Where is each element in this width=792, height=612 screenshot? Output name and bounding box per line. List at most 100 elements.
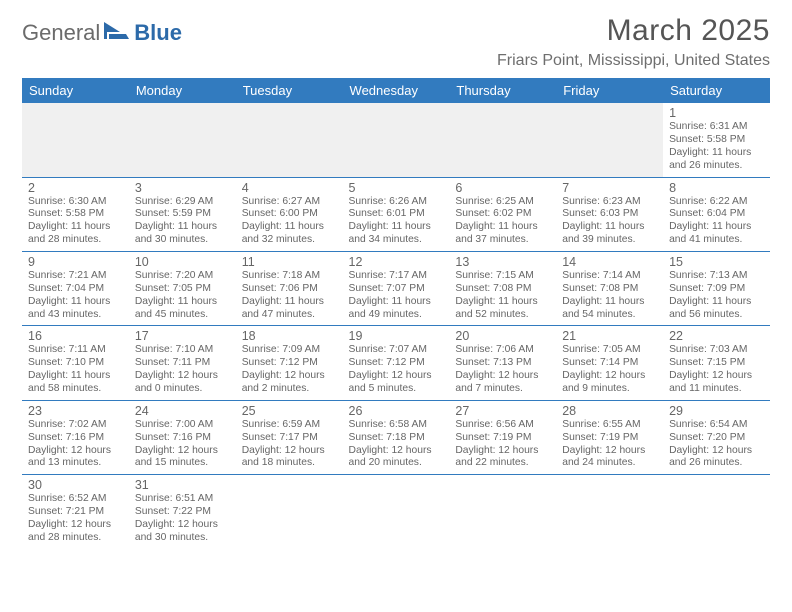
day-number: 9	[28, 255, 123, 269]
daylight-text: Daylight: 11 hours and 49 minutes.	[349, 296, 444, 322]
calendar-cell	[449, 475, 556, 549]
day-details: Sunrise: 7:11 AMSunset: 7:10 PMDaylight:…	[28, 344, 123, 395]
calendar-cell: 1Sunrise: 6:31 AMSunset: 5:58 PMDaylight…	[663, 103, 770, 177]
day-details: Sunrise: 6:55 AMSunset: 7:19 PMDaylight:…	[562, 419, 657, 470]
sunset-text: Sunset: 7:04 PM	[28, 283, 123, 296]
day-details: Sunrise: 7:09 AMSunset: 7:12 PMDaylight:…	[242, 344, 337, 395]
calendar-cell: 25Sunrise: 6:59 AMSunset: 7:17 PMDayligh…	[236, 400, 343, 474]
sunrise-text: Sunrise: 7:05 AM	[562, 344, 657, 357]
day-details: Sunrise: 6:54 AMSunset: 7:20 PMDaylight:…	[669, 419, 764, 470]
daylight-text: Daylight: 11 hours and 45 minutes.	[135, 296, 230, 322]
day-details: Sunrise: 7:03 AMSunset: 7:15 PMDaylight:…	[669, 344, 764, 395]
daylight-text: Daylight: 12 hours and 7 minutes.	[455, 370, 550, 396]
sunrise-text: Sunrise: 6:54 AM	[669, 419, 764, 432]
day-details: Sunrise: 6:51 AMSunset: 7:22 PMDaylight:…	[135, 493, 230, 544]
daylight-text: Daylight: 11 hours and 56 minutes.	[669, 296, 764, 322]
daylight-text: Daylight: 12 hours and 18 minutes.	[242, 445, 337, 471]
calendar-cell: 20Sunrise: 7:06 AMSunset: 7:13 PMDayligh…	[449, 326, 556, 400]
day-details: Sunrise: 7:13 AMSunset: 7:09 PMDaylight:…	[669, 270, 764, 321]
weekday-header: Tuesday	[236, 78, 343, 103]
day-number: 19	[349, 329, 444, 343]
calendar-cell	[236, 103, 343, 177]
sunset-text: Sunset: 7:06 PM	[242, 283, 337, 296]
daylight-text: Daylight: 12 hours and 24 minutes.	[562, 445, 657, 471]
sunrise-text: Sunrise: 7:14 AM	[562, 270, 657, 283]
sunset-text: Sunset: 7:16 PM	[135, 432, 230, 445]
daylight-text: Daylight: 11 hours and 39 minutes.	[562, 221, 657, 247]
calendar-cell: 23Sunrise: 7:02 AMSunset: 7:16 PMDayligh…	[22, 400, 129, 474]
day-details: Sunrise: 6:30 AMSunset: 5:58 PMDaylight:…	[28, 196, 123, 247]
daylight-text: Daylight: 11 hours and 47 minutes.	[242, 296, 337, 322]
day-details: Sunrise: 7:14 AMSunset: 7:08 PMDaylight:…	[562, 270, 657, 321]
day-number: 8	[669, 181, 764, 195]
sunset-text: Sunset: 7:18 PM	[349, 432, 444, 445]
brand-part2: Blue	[134, 20, 182, 46]
day-details: Sunrise: 6:52 AMSunset: 7:21 PMDaylight:…	[28, 493, 123, 544]
day-number: 26	[349, 404, 444, 418]
flag-icon	[102, 20, 132, 46]
day-number: 12	[349, 255, 444, 269]
day-details: Sunrise: 6:56 AMSunset: 7:19 PMDaylight:…	[455, 419, 550, 470]
daylight-text: Daylight: 12 hours and 2 minutes.	[242, 370, 337, 396]
sunrise-text: Sunrise: 6:30 AM	[28, 196, 123, 209]
day-details: Sunrise: 6:22 AMSunset: 6:04 PMDaylight:…	[669, 196, 764, 247]
title-block: March 2025 Friars Point, Mississippi, Un…	[497, 14, 770, 70]
day-number: 27	[455, 404, 550, 418]
day-number: 15	[669, 255, 764, 269]
calendar-row: 30Sunrise: 6:52 AMSunset: 7:21 PMDayligh…	[22, 475, 770, 549]
sunset-text: Sunset: 7:17 PM	[242, 432, 337, 445]
day-details: Sunrise: 6:23 AMSunset: 6:03 PMDaylight:…	[562, 196, 657, 247]
calendar-cell: 7Sunrise: 6:23 AMSunset: 6:03 PMDaylight…	[556, 177, 663, 251]
calendar-row: 23Sunrise: 7:02 AMSunset: 7:16 PMDayligh…	[22, 400, 770, 474]
day-number: 20	[455, 329, 550, 343]
brand-part1: General	[22, 20, 100, 46]
daylight-text: Daylight: 11 hours and 37 minutes.	[455, 221, 550, 247]
calendar-cell: 3Sunrise: 6:29 AMSunset: 5:59 PMDaylight…	[129, 177, 236, 251]
sunset-text: Sunset: 7:19 PM	[562, 432, 657, 445]
calendar-cell: 18Sunrise: 7:09 AMSunset: 7:12 PMDayligh…	[236, 326, 343, 400]
daylight-text: Daylight: 11 hours and 41 minutes.	[669, 221, 764, 247]
calendar-cell: 14Sunrise: 7:14 AMSunset: 7:08 PMDayligh…	[556, 251, 663, 325]
sunrise-text: Sunrise: 6:25 AM	[455, 196, 550, 209]
daylight-text: Daylight: 11 hours and 52 minutes.	[455, 296, 550, 322]
day-details: Sunrise: 7:15 AMSunset: 7:08 PMDaylight:…	[455, 270, 550, 321]
sunset-text: Sunset: 7:07 PM	[349, 283, 444, 296]
sunset-text: Sunset: 7:13 PM	[455, 357, 550, 370]
day-number: 21	[562, 329, 657, 343]
calendar-cell: 16Sunrise: 7:11 AMSunset: 7:10 PMDayligh…	[22, 326, 129, 400]
calendar-cell	[22, 103, 129, 177]
calendar-cell	[449, 103, 556, 177]
sunrise-text: Sunrise: 7:00 AM	[135, 419, 230, 432]
weekday-header: Friday	[556, 78, 663, 103]
daylight-text: Daylight: 12 hours and 15 minutes.	[135, 445, 230, 471]
sunrise-text: Sunrise: 6:22 AM	[669, 196, 764, 209]
day-number: 23	[28, 404, 123, 418]
calendar-cell	[556, 103, 663, 177]
calendar-cell: 26Sunrise: 6:58 AMSunset: 7:18 PMDayligh…	[343, 400, 450, 474]
day-details: Sunrise: 6:29 AMSunset: 5:59 PMDaylight:…	[135, 196, 230, 247]
weekday-header-row: SundayMondayTuesdayWednesdayThursdayFrid…	[22, 78, 770, 103]
sunrise-text: Sunrise: 7:15 AM	[455, 270, 550, 283]
sunrise-text: Sunrise: 7:17 AM	[349, 270, 444, 283]
sunrise-text: Sunrise: 6:56 AM	[455, 419, 550, 432]
day-number: 6	[455, 181, 550, 195]
day-number: 14	[562, 255, 657, 269]
logo: General Blue	[22, 20, 182, 46]
day-number: 17	[135, 329, 230, 343]
calendar-cell: 11Sunrise: 7:18 AMSunset: 7:06 PMDayligh…	[236, 251, 343, 325]
sunrise-text: Sunrise: 6:59 AM	[242, 419, 337, 432]
daylight-text: Daylight: 12 hours and 13 minutes.	[28, 445, 123, 471]
sunrise-text: Sunrise: 6:23 AM	[562, 196, 657, 209]
calendar-row: 9Sunrise: 7:21 AMSunset: 7:04 PMDaylight…	[22, 251, 770, 325]
header: General Blue March 2025 Friars Point, Mi…	[22, 14, 770, 70]
calendar-cell: 13Sunrise: 7:15 AMSunset: 7:08 PMDayligh…	[449, 251, 556, 325]
sunrise-text: Sunrise: 7:06 AM	[455, 344, 550, 357]
weekday-header: Monday	[129, 78, 236, 103]
calendar-cell	[343, 475, 450, 549]
calendar-cell: 15Sunrise: 7:13 AMSunset: 7:09 PMDayligh…	[663, 251, 770, 325]
day-number: 31	[135, 478, 230, 492]
daylight-text: Daylight: 12 hours and 26 minutes.	[669, 445, 764, 471]
daylight-text: Daylight: 12 hours and 9 minutes.	[562, 370, 657, 396]
sunrise-text: Sunrise: 6:31 AM	[669, 121, 764, 134]
sunrise-text: Sunrise: 6:51 AM	[135, 493, 230, 506]
